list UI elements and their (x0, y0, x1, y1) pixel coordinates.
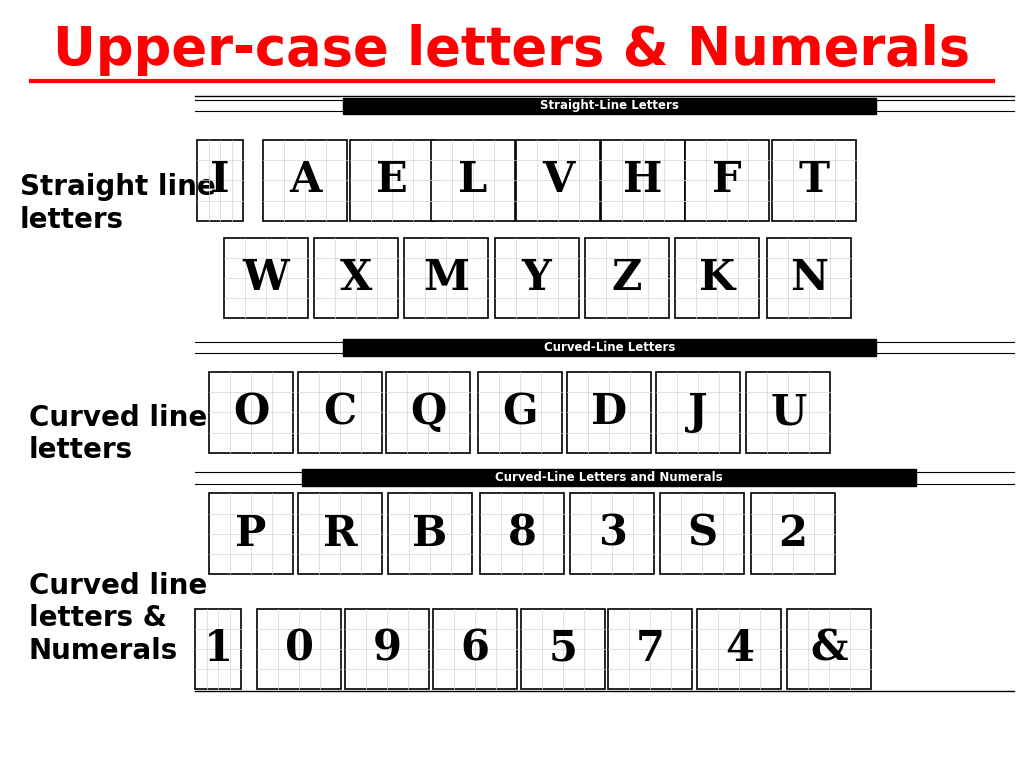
Bar (433, 608, 517, 690)
Text: 3: 3 (598, 513, 627, 554)
Bar (685, 140, 769, 221)
Text: N: N (790, 257, 828, 299)
Text: Curved line
letters &
Numerals: Curved line letters & Numerals (29, 572, 207, 664)
Text: V: V (542, 160, 574, 201)
Bar (521, 608, 605, 690)
FancyBboxPatch shape (302, 469, 916, 486)
Bar (404, 238, 488, 319)
Text: 8: 8 (508, 513, 537, 554)
Bar (298, 494, 382, 574)
Bar (431, 140, 515, 221)
Text: S: S (687, 513, 718, 554)
Text: Y: Y (521, 257, 552, 299)
Bar (585, 238, 669, 319)
Text: J: J (688, 392, 709, 433)
Text: Straight-Line Letters: Straight-Line Letters (540, 100, 679, 112)
Bar (656, 372, 740, 453)
Bar (195, 608, 242, 690)
Bar (350, 140, 434, 221)
FancyBboxPatch shape (343, 339, 876, 356)
Text: G: G (503, 392, 538, 433)
Text: B: B (413, 513, 447, 554)
Text: R: R (323, 513, 357, 554)
Text: D: D (591, 392, 628, 433)
Bar (697, 608, 781, 690)
Bar (480, 494, 564, 574)
Text: X: X (340, 257, 373, 299)
Bar (388, 494, 472, 574)
Text: 9: 9 (373, 628, 401, 670)
Text: Q: Q (410, 392, 446, 433)
Bar (787, 608, 871, 690)
Text: Curved-Line Letters: Curved-Line Letters (544, 341, 675, 353)
Text: 5: 5 (549, 628, 578, 670)
Text: Z: Z (611, 257, 642, 299)
Text: A: A (289, 160, 322, 201)
Text: 1: 1 (204, 628, 232, 670)
Bar (478, 372, 562, 453)
Text: E: E (376, 160, 409, 201)
Text: F: F (713, 160, 741, 201)
Bar (224, 238, 308, 319)
Bar (263, 140, 347, 221)
Text: H: H (624, 160, 663, 201)
Text: Upper-case letters & Numerals: Upper-case letters & Numerals (53, 24, 971, 76)
Bar (197, 140, 244, 221)
Bar (298, 372, 382, 453)
Bar (570, 494, 654, 574)
Text: M: M (423, 257, 470, 299)
Bar (608, 608, 692, 690)
Text: Straight line
letters: Straight line letters (19, 174, 216, 233)
Bar (209, 494, 293, 574)
Text: K: K (698, 257, 735, 299)
Text: 0: 0 (285, 628, 313, 670)
Bar (516, 140, 600, 221)
Text: U: U (770, 392, 807, 433)
Bar (345, 608, 429, 690)
Text: C: C (324, 392, 356, 433)
FancyBboxPatch shape (343, 98, 876, 114)
Bar (257, 608, 341, 690)
Text: O: O (232, 392, 269, 433)
Text: &: & (811, 628, 848, 670)
Bar (660, 494, 744, 574)
Bar (386, 372, 470, 453)
Bar (767, 238, 851, 319)
Text: 7: 7 (636, 628, 665, 670)
Bar (772, 140, 856, 221)
Bar (495, 238, 579, 319)
Bar (675, 238, 759, 319)
Bar (567, 372, 651, 453)
Text: P: P (236, 513, 266, 554)
Text: W: W (243, 257, 290, 299)
Bar (751, 494, 835, 574)
Text: Curved line
letters: Curved line letters (29, 404, 207, 464)
Text: T: T (799, 160, 829, 201)
Bar (314, 238, 398, 319)
Text: 6: 6 (461, 628, 489, 670)
Bar (601, 140, 685, 221)
Text: 2: 2 (778, 513, 807, 554)
Text: L: L (459, 160, 487, 201)
Text: I: I (210, 160, 230, 201)
Text: 4: 4 (725, 628, 754, 670)
Bar (746, 372, 830, 453)
Bar (209, 372, 293, 453)
Text: Curved-Line Letters and Numerals: Curved-Line Letters and Numerals (496, 472, 723, 484)
